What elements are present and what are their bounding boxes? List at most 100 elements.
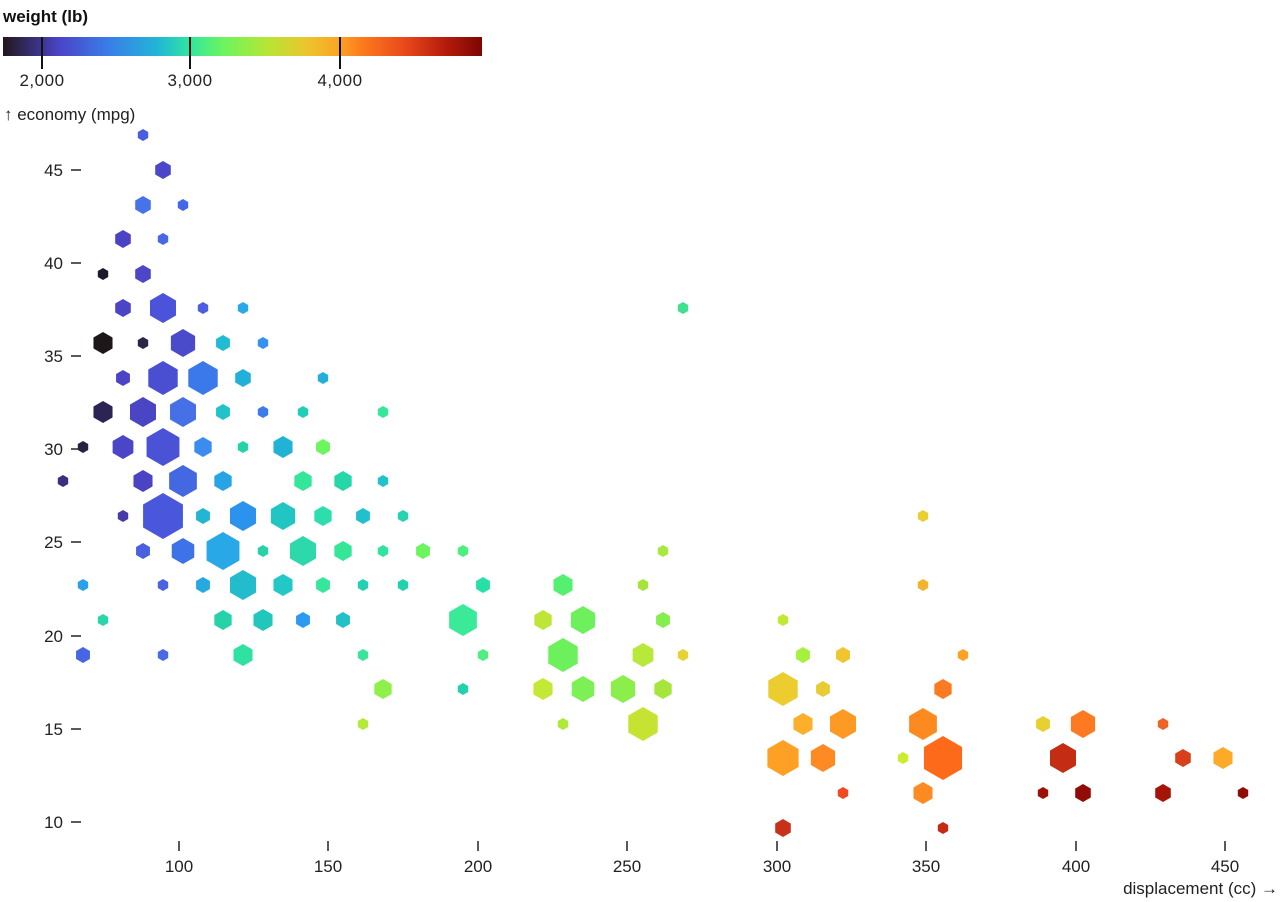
hex-bin	[357, 579, 369, 591]
hex-bin	[115, 230, 131, 248]
hex-bin	[334, 471, 352, 491]
legend-title: weight (lb)	[3, 7, 88, 26]
hex-bin	[476, 577, 490, 593]
hex-bin	[169, 465, 197, 497]
y-tick-label: 45	[44, 161, 63, 180]
hex-bin	[654, 679, 672, 699]
hex-bin	[233, 644, 253, 666]
hex-bin	[457, 683, 469, 695]
hex-bin	[336, 612, 350, 628]
hex-bin	[93, 332, 113, 354]
hex-bin	[1050, 743, 1076, 773]
hex-bin	[657, 545, 669, 557]
hex-bin	[135, 196, 151, 214]
hex-bin	[557, 718, 569, 730]
hex-bin	[1036, 716, 1050, 732]
hex-bin	[571, 676, 595, 702]
hex-bin	[1237, 787, 1249, 799]
hex-bin	[290, 536, 316, 566]
hex-bin	[137, 337, 149, 349]
y-tick-label: 10	[44, 813, 63, 832]
legend-tick-mark	[189, 37, 191, 69]
hex-bin	[148, 361, 178, 395]
hex-bin	[316, 577, 330, 593]
hex-bin	[116, 370, 130, 386]
hex-bin	[237, 441, 249, 453]
hex-bin	[1155, 784, 1171, 802]
hex-bin	[155, 161, 171, 179]
hex-bin	[77, 579, 89, 591]
hex-bin	[836, 647, 850, 663]
legend-tick-label: 2,000	[19, 71, 65, 90]
hex-bin	[909, 708, 937, 740]
hex-bin	[270, 502, 296, 530]
x-tick-label: 250	[613, 857, 641, 876]
hex-bin	[767, 740, 799, 776]
hex-bin	[137, 129, 149, 141]
x-tick-label: 150	[314, 857, 342, 876]
hex-bin	[257, 545, 269, 557]
hex-bin	[235, 369, 251, 387]
hex-bin	[214, 610, 232, 630]
hex-bin	[177, 199, 189, 211]
hex-bin	[449, 604, 477, 636]
hex-bin	[1157, 718, 1169, 730]
hex-bin	[457, 545, 469, 557]
hex-bin	[397, 510, 409, 522]
x-axis-label: displacement (cc) →	[1123, 879, 1278, 898]
hex-bin	[146, 428, 180, 466]
y-tick-label: 25	[44, 533, 63, 552]
legend-tick-label: 3,000	[167, 71, 213, 90]
hex-bin	[917, 579, 929, 591]
hex-bin	[1037, 787, 1049, 799]
hex-bin	[677, 649, 689, 661]
hex-bin	[357, 649, 369, 661]
hex-bin	[273, 574, 293, 596]
hex-bin	[534, 610, 552, 630]
hex-bin	[775, 819, 791, 837]
hex-bin	[257, 406, 269, 418]
hex-bin	[632, 643, 654, 667]
y-tick-label: 15	[44, 720, 63, 739]
hex-bin	[294, 471, 312, 491]
hex-bin	[273, 436, 293, 458]
hex-bin	[923, 736, 963, 780]
hex-bin	[112, 435, 134, 459]
y-axis: 45 40 35 30 25 20 15 10	[44, 161, 81, 832]
x-tick-label: 450	[1211, 857, 1239, 876]
hex-bin	[548, 638, 578, 672]
x-tick-label: 200	[464, 857, 492, 876]
hex-bin	[257, 337, 269, 349]
hex-bin	[230, 501, 256, 531]
color-legend: weight (lb) 2,000 3,000 4,000	[0, 0, 500, 100]
hex-bin	[377, 475, 389, 487]
hex-bin	[171, 538, 195, 564]
hex-bin	[135, 265, 151, 283]
hex-bin	[656, 612, 670, 628]
hex-bin	[143, 493, 183, 539]
x-tick-label: 400	[1062, 857, 1090, 876]
hex-bin	[334, 541, 352, 561]
hex-bin	[377, 545, 389, 557]
hex-bin	[357, 718, 369, 730]
hex-bin	[1175, 749, 1191, 767]
hex-bin	[170, 397, 196, 427]
hex-bin	[777, 614, 789, 626]
y-axis-label: ↑ economy (mpg)	[4, 105, 135, 124]
hex-bin	[810, 744, 836, 772]
hex-bin	[115, 299, 131, 317]
hex-bin	[157, 579, 169, 591]
hex-bin	[677, 302, 689, 314]
hex-bin	[793, 713, 813, 735]
hex-bin	[133, 470, 153, 492]
hex-bin	[610, 675, 636, 703]
hex-bin	[230, 570, 256, 600]
hex-bin	[374, 679, 392, 699]
hex-bin	[377, 406, 389, 418]
hex-bin	[57, 475, 69, 487]
x-tick-label: 350	[912, 857, 940, 876]
hex-bin	[637, 579, 649, 591]
x-axis: 100 150 200 250 300 350 400 450	[165, 841, 1239, 876]
hex-bin	[897, 752, 909, 764]
